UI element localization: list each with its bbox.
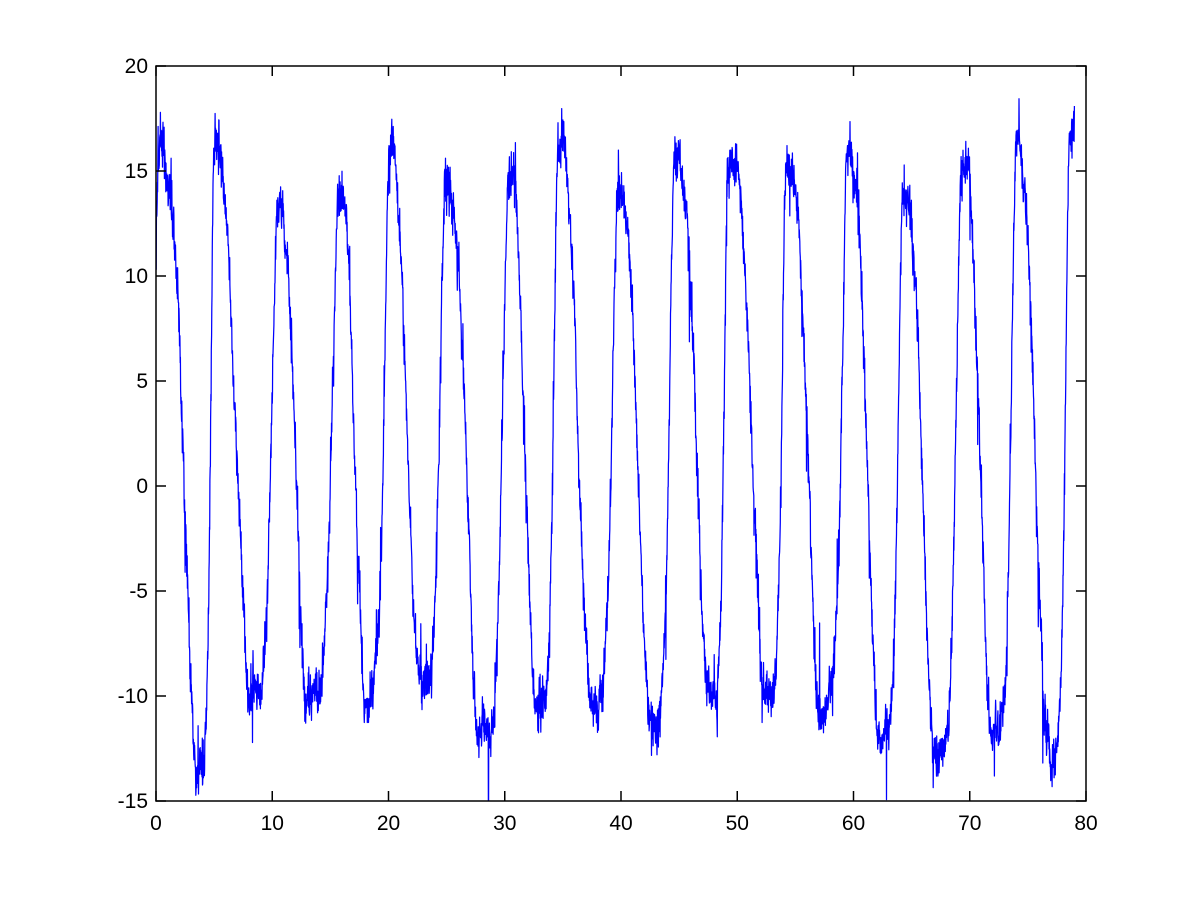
y-tick-label: 5 <box>136 370 148 393</box>
y-tick-label: -15 <box>118 790 148 813</box>
x-tick-label: 0 <box>150 812 162 835</box>
plot-box <box>155 65 1087 802</box>
signal-line <box>156 98 1076 801</box>
y-tick-label: -10 <box>118 685 148 708</box>
x-tick-label: 30 <box>493 812 516 835</box>
x-tick-label: 40 <box>609 812 632 835</box>
x-tick-label: 10 <box>261 812 284 835</box>
y-tick-label: 0 <box>136 475 148 498</box>
series-line <box>156 98 1076 801</box>
x-tick-label: 50 <box>726 812 749 835</box>
x-tick-label: 70 <box>958 812 981 835</box>
y-tick-label: -5 <box>129 580 148 603</box>
y-tick-label: 20 <box>125 55 148 78</box>
y-tick-label: 15 <box>125 160 148 183</box>
x-tick-label: 60 <box>842 812 865 835</box>
y-axis-tick-labels: -15 -10 -5 0 5 10 15 20 <box>118 55 148 813</box>
x-tick-label: 80 <box>1074 812 1097 835</box>
x-tick-label: 20 <box>377 812 400 835</box>
y-tick-label: 10 <box>125 265 148 288</box>
x-axis-tick-labels: 0 10 20 30 40 50 60 70 80 <box>150 812 1098 835</box>
